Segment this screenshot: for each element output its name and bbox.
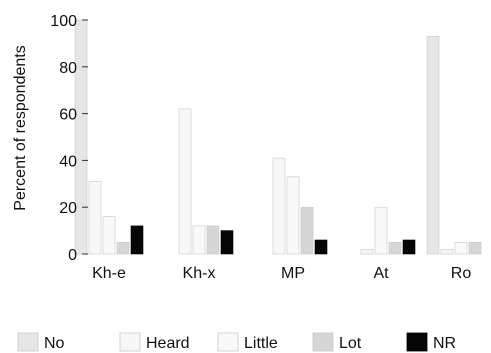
bar-nr-kh-x bbox=[220, 230, 234, 255]
bar-heard-at bbox=[360, 249, 374, 255]
x-tick-label-ro: Ro bbox=[451, 265, 472, 282]
legend-swatch-lot bbox=[312, 332, 334, 352]
bar-nr-kh-e bbox=[130, 225, 144, 255]
bar-little-kh-e bbox=[102, 216, 116, 255]
legend-label-little: Little bbox=[244, 335, 278, 352]
bar-heard-kh-e bbox=[88, 181, 102, 255]
bar-little-at bbox=[374, 206, 388, 255]
bar-lot-kh-x bbox=[206, 225, 220, 255]
bar-lot-at bbox=[388, 242, 402, 255]
y-tick-label: 100 bbox=[50, 13, 77, 30]
bar-heard-kh-x bbox=[178, 108, 192, 255]
y-tick-label: 60 bbox=[59, 107, 77, 124]
x-tick-label-at: At bbox=[373, 265, 389, 282]
legend-label-lot: Lot bbox=[339, 335, 362, 352]
x-tick-label-mp: MP bbox=[281, 265, 305, 282]
y-tick-label: 40 bbox=[59, 153, 77, 170]
y-tick-label: 0 bbox=[68, 247, 77, 264]
legend-label-no: No bbox=[44, 335, 65, 352]
legend: No Heard Little Lot NR bbox=[17, 332, 456, 352]
bar-heard-mp bbox=[272, 157, 286, 255]
y-axis-ticks: 0 20 40 60 80 100 bbox=[50, 13, 88, 264]
plot-area bbox=[74, 19, 482, 255]
legend-swatch-little bbox=[217, 332, 239, 352]
bar-little-ro bbox=[454, 242, 468, 255]
legend-swatch-heard bbox=[119, 332, 141, 352]
bar-nr-at bbox=[402, 239, 416, 255]
y-tick-label: 20 bbox=[59, 200, 77, 217]
bar-heard-ro bbox=[440, 249, 454, 255]
y-tick-label: 80 bbox=[59, 60, 77, 77]
bar-little-mp bbox=[286, 176, 300, 255]
legend-swatch-nr bbox=[406, 332, 428, 352]
bar-little-kh-x bbox=[192, 225, 206, 255]
bar-nr-mp bbox=[314, 239, 328, 255]
bar-no-kh-e bbox=[74, 19, 88, 255]
x-tick-label-kh-e: Kh-e bbox=[92, 265, 126, 282]
legend-label-nr: NR bbox=[433, 335, 456, 352]
x-axis-ticks: Kh-e Kh-x MP At Ro bbox=[92, 265, 471, 282]
bar-no-ro bbox=[426, 36, 440, 255]
bar-lot-mp bbox=[300, 206, 314, 255]
bar-lot-ro bbox=[468, 242, 482, 255]
x-tick-label-kh-x: Kh-x bbox=[183, 265, 216, 282]
y-axis-label: Percent of respondents bbox=[12, 45, 29, 210]
bar-lot-kh-e bbox=[116, 242, 130, 255]
legend-swatch-no bbox=[17, 332, 39, 352]
legend-label-heard: Heard bbox=[146, 335, 190, 352]
